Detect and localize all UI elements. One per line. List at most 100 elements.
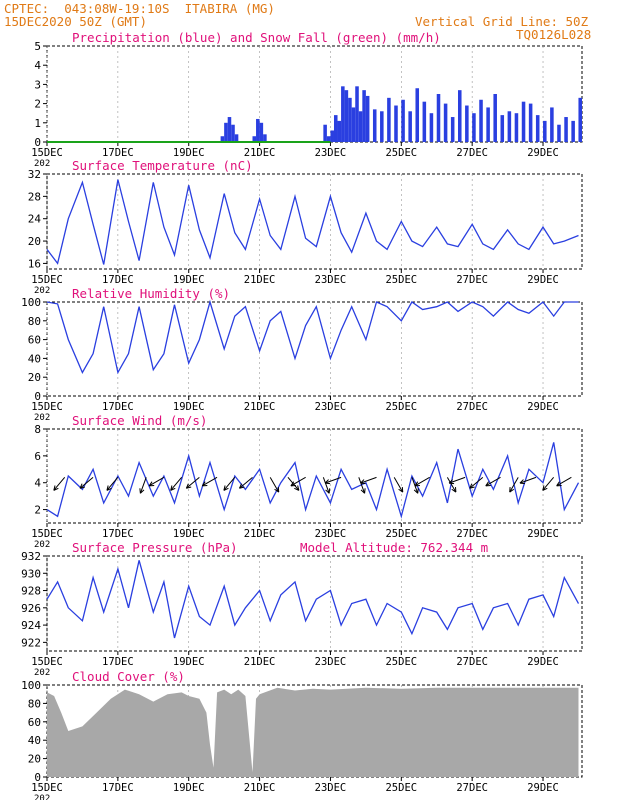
precip-bar — [323, 124, 327, 142]
precip-bar — [408, 111, 412, 142]
wind-arrow-shaft — [360, 476, 377, 484]
precip-bar — [362, 90, 366, 142]
wind-arrow-shaft — [322, 477, 330, 494]
wind-arrow-shaft — [393, 477, 404, 493]
wind-arrow-head — [485, 481, 490, 487]
wind-arrow-head — [556, 481, 560, 487]
cloud-ytick-label: 100 — [21, 679, 41, 692]
cloud-ytick-label: 20 — [28, 753, 41, 766]
wind-xtick-label: 27DEC — [456, 528, 488, 540]
wind-arrow-head — [360, 489, 365, 494]
wind-arrow-shaft — [509, 477, 519, 493]
precip-xtick-label: 17DEC — [102, 147, 134, 159]
header-datetime: 15DEC2020 50Z (GMT) — [4, 14, 147, 29]
precip-bar — [500, 115, 505, 142]
precip-bar — [507, 111, 512, 142]
pressure-title: Surface Pressure (hPa) — [72, 540, 238, 555]
pressure-year-fragment: 202 — [34, 668, 50, 678]
wind-arrow-shaft — [414, 476, 430, 487]
humidity-ytick-label: 20 — [28, 371, 41, 384]
pressure-ytick-label: 932 — [21, 550, 41, 563]
temperature-title: Surface Temperature (nC) — [72, 158, 253, 173]
humidity-ytick-label: 80 — [28, 315, 41, 328]
precip-bar — [365, 95, 370, 142]
cloud-xtick-label: 15DEC — [31, 782, 63, 794]
temperature-xtick-label: 15DEC — [31, 274, 63, 286]
temperature-line — [46, 179, 579, 265]
wind-arrow-shaft — [324, 476, 342, 484]
temperature-ytick-label: 16 — [28, 257, 41, 270]
pressure-ytick-label: 928 — [21, 585, 41, 598]
precip-bar — [231, 124, 235, 142]
wind-arrow-shaft — [239, 476, 253, 489]
precip-year-fragment: 202 — [34, 159, 50, 169]
pressure-xtick-label: 27DEC — [456, 656, 488, 668]
wind-arrow-head — [360, 482, 366, 485]
precip-bar — [351, 107, 356, 142]
cloud-xtick-label: 27DEC — [456, 782, 488, 794]
wind-arrow-shaft — [485, 476, 501, 487]
wind-arrow-head — [223, 485, 226, 491]
wind-arrow-shaft — [186, 476, 200, 489]
cloud-xtick-label: 21DEC — [244, 782, 276, 794]
wind-arrow-head — [449, 482, 455, 485]
wind-arrow-head — [53, 487, 59, 491]
precip-ytick-label: 5 — [34, 40, 41, 53]
precip-bar — [227, 117, 232, 142]
temperature-ytick-label: 20 — [28, 235, 41, 248]
wind-arrow-head — [451, 488, 457, 493]
precip-bar — [337, 120, 342, 142]
precip-ytick-label: 2 — [34, 98, 41, 111]
precip-bar — [422, 101, 427, 142]
humidity-ytick-label: 40 — [28, 352, 41, 365]
cloud-title: Cloud Cover (%) — [72, 669, 185, 684]
pressure-xtick-label: 19DEC — [173, 656, 205, 668]
pressure-xtick-label: 15DEC — [31, 656, 63, 668]
cloud-year-fragment: 202 — [34, 794, 50, 800]
precip-bar — [550, 107, 554, 142]
humidity-xtick-label: 19DEC — [173, 401, 205, 413]
cloud-ytick-label: 60 — [28, 716, 41, 729]
precip-bar — [472, 113, 476, 142]
precip-bar — [394, 105, 398, 142]
temperature-xtick-label: 21DEC — [244, 274, 276, 286]
humidity-ytick-label: 0 — [34, 390, 41, 403]
humidity-xtick-label: 27DEC — [456, 401, 488, 413]
precip-bar — [528, 103, 533, 142]
wind-xtick-label: 19DEC — [173, 528, 205, 540]
wind-arrow-head — [360, 479, 365, 484]
wind-arrow-head — [53, 485, 56, 491]
precip-ytick-label: 3 — [34, 78, 41, 91]
pressure-xtick-label: 29DEC — [527, 656, 559, 668]
pressure-xtick-label: 21DEC — [244, 656, 276, 668]
cloud-ytick-label: 0 — [34, 771, 41, 784]
wind-arrow-head — [413, 489, 419, 494]
wind-arrow-head — [223, 487, 229, 491]
wind-arrow-head — [542, 485, 545, 491]
cloud-xtick-label: 17DEC — [102, 782, 134, 794]
humidity-xtick-label: 25DEC — [385, 401, 417, 413]
precip-xtick-label: 23DEC — [315, 147, 347, 159]
wind-arrow-shaft — [148, 476, 165, 487]
wind-arrow-shaft — [269, 477, 280, 493]
wind-arrow-head — [469, 486, 475, 489]
wind-arrow-head — [79, 483, 83, 489]
humidity-year-fragment: 202 — [34, 413, 50, 423]
wind-arrow-head — [139, 488, 141, 494]
wind-arrow-head — [140, 489, 145, 494]
precip-bar — [571, 120, 575, 142]
wind-arrow-shaft — [202, 476, 218, 487]
cloud-cover-area — [47, 687, 579, 777]
precip-bar — [224, 122, 228, 142]
wind-arrow-head — [519, 482, 525, 485]
humidity-title: Relative Humidity (%) — [72, 286, 230, 301]
wind-arrow-shaft — [358, 477, 366, 494]
precip-bar — [514, 113, 519, 142]
pressure-ytick-label: 924 — [21, 619, 41, 632]
wind-ytick-label: 2 — [34, 504, 41, 517]
wind-arrow-head — [324, 479, 329, 484]
precip-bar — [493, 94, 497, 142]
wind-arrow-head — [469, 483, 473, 489]
header-location: CPTEC: 043:08W-19:10S ITABIRA (MG) — [4, 1, 275, 16]
